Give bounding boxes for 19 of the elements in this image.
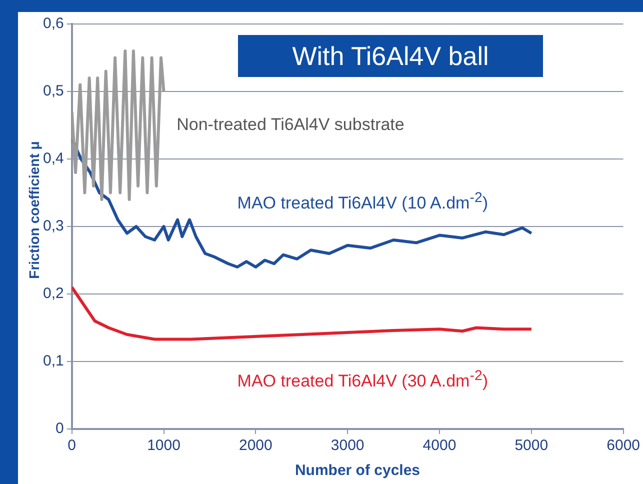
series-label: MAO treated Ti6Al4V (30 A.dm$^{-2}$) (237, 367, 488, 392)
y-tick-label: 0,3 (42, 218, 64, 235)
y-tick-label: 0,4 (42, 150, 64, 168)
y-tick-label: 0,1 (42, 352, 64, 370)
y-tick-label: 0,5 (42, 82, 64, 100)
x-tick-label: 4000 (422, 437, 456, 454)
series-label: Non-treated Ti6Al4V substrate (176, 115, 404, 136)
y-tick-label: 0,2 (42, 285, 64, 302)
y-axis-title: Friction coefficient μ (26, 140, 42, 281)
y-tick-label: 0,6 (42, 15, 64, 32)
x-tick-label: 1000 (147, 437, 180, 454)
x-tick-label: 2000 (238, 437, 272, 454)
x-axis-title: Number of cycles (294, 462, 422, 479)
x-tick-label: 6000 (606, 437, 640, 454)
x-tick-label: 0 (68, 437, 76, 454)
y-tick-label: 0 (56, 420, 64, 438)
series-label: MAO treated Ti6Al4V (10 A.dm$^{-2}$) (237, 189, 488, 214)
x-tick-label: 3000 (330, 437, 364, 454)
x-tick-label: 5000 (514, 437, 548, 454)
